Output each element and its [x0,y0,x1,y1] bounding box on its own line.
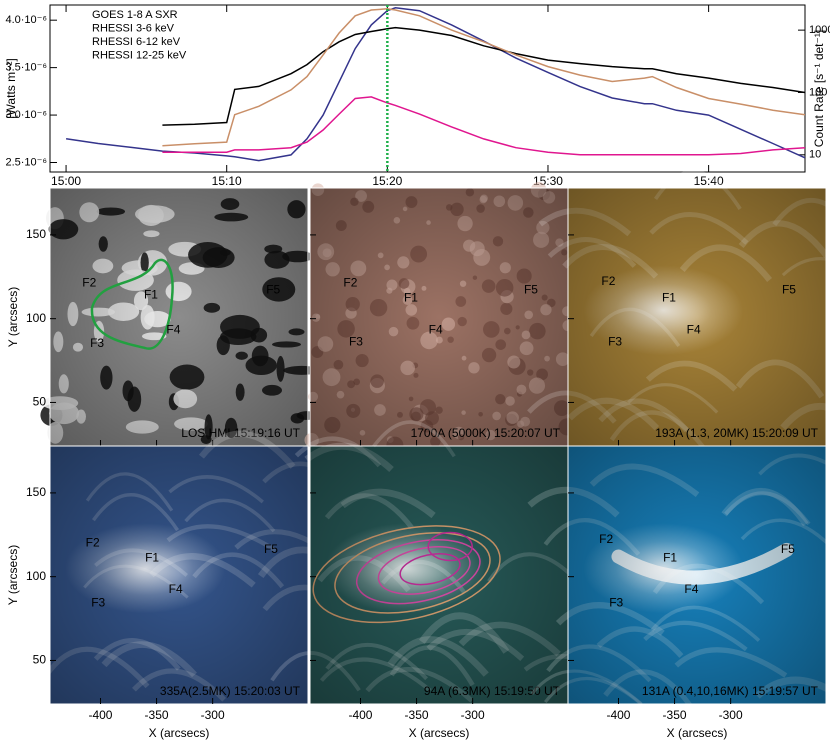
x-tick-label: -400 [606,708,630,722]
feature-label: F3 [609,596,623,610]
y2-tick-label: 1000 [809,24,830,36]
y2-tick-label: 100 [809,86,827,98]
light-curve-panel: 15:00 15:10 15:20 15:30 15:402.5·10⁻⁶3.0·10⁻… [4,4,830,188]
feature-label: F2 [343,276,357,290]
feature-label: F3 [91,596,105,610]
series-line [162,26,805,126]
legend-entry: RHESSI 3-6 keV [92,22,175,34]
x-tick-label: -400 [88,708,112,722]
y-tick-label: 150 [26,227,46,241]
feature-label: F2 [86,535,100,549]
legend-entry: GOES 1-8 A SXR [92,9,178,21]
image-panel: F2 F1 F5 F4 F3 1700A (5000K) 15:20:07 UT [304,182,576,454]
y2-axis-title: Count Rate [s⁻¹ det⁻¹] [812,30,826,147]
panel-frame [49,445,309,705]
panel-frame [567,445,827,705]
feature-label: F4 [166,323,180,337]
vignette [310,188,568,446]
feature-label: F5 [266,282,280,296]
y-tick-label: 2.5·10⁻⁶ [5,156,47,168]
panel-caption: 335A(2.5MK) 15:20:03 UT [160,684,301,698]
feature-label: F5 [781,542,795,556]
y-axis-title: Y (arcsecs) [6,287,20,347]
panel-caption: 193A (1.3, 20MK) 15:20:09 UT [655,426,818,440]
feature-label: F5 [782,282,796,296]
vignette [50,188,308,446]
y-tick-label: 50 [33,653,47,667]
feature-label: F4 [687,323,701,337]
x-axis-title: X (arcsecs) [149,726,210,740]
y-tick-label: 4.0·10⁻⁶ [5,14,47,26]
feature-label: F3 [608,334,622,348]
panel-caption: LOS HMI 15:19:16 UT [181,426,300,440]
feature-label: F1 [145,550,159,564]
feature-label: F4 [429,323,443,337]
x-tick-label: -400 [348,708,372,722]
flare-contour [90,258,174,350]
feature-label: F2 [601,274,615,288]
series-layer [65,7,805,162]
coronal-loop [372,420,456,458]
x-tick-label: -350 [405,708,429,722]
y-tick-label: 100 [26,569,46,583]
x-tick-label: -300 [719,708,743,722]
x-axis-title: X (arcsecs) [667,726,728,740]
vignette [568,446,826,704]
image-panel: F2 F1 F5 F4 F3 193A (1.3, 20MK) 15:20:09 UT [527,169,830,452]
x-tick-label: 15:40 [694,174,724,188]
vignette [50,446,308,704]
feature-label: F1 [662,291,676,305]
series-line [65,7,805,162]
legend-entry: RHESSI 6-12 keV [92,36,181,48]
x-tick-label: -300 [201,708,225,722]
x-tick-label: -300 [461,708,485,722]
y-tick-label: 3.0·10⁻⁶ [5,109,47,121]
y-axis-title: Y (arcsecs) [6,545,20,605]
feature-label: F5 [524,282,538,296]
series-line [162,8,805,147]
x-axis-title: X (arcsecs) [409,726,470,740]
panel-caption: 1700A (5000K) 15:20:07 UT [411,426,561,440]
feature-label: F5 [264,542,278,556]
series-line [162,96,805,156]
image-panel: F2 F1 F5 F4 F3 335A(2.5MK) 15:20:03 UT -400 -35… [6,430,368,740]
vignette [310,446,568,704]
y-axis-title: [Watts m⁻²] [4,58,18,119]
x-tick-label: 15:20 [372,174,402,188]
feature-label: F4 [684,582,698,596]
y-tick-label: 100 [26,311,46,325]
y2-tick-label: 10 [809,149,821,161]
x-tick-label: -350 [145,708,169,722]
panel-caption: 131A (0.4,10,16MK) 15:19:57 UT [642,684,819,698]
image-panel: 94A (6.3MK) 15:19:50 UT -400 -350 -300 X (ar… [270,420,623,740]
feature-label: F4 [169,582,183,596]
x-tick-label: 15:00 [51,174,81,188]
y-tick-label: 150 [26,485,46,499]
vignette [568,188,826,446]
feature-label: F1 [404,291,418,305]
image-panels: F2 F1 F3 F4 F5 LOS HMI 15:19:16 UT 50 100 150 Y (… [6,169,830,740]
image-panel: F2 F1 F3 F4 F5 LOS HMI 15:19:16 UT 50 100 150 Y (… [6,187,321,447]
y-tick-label: 50 [33,395,47,409]
panel-caption: 94A (6.3MK) 15:19:50 UT [424,684,561,698]
x-tick-label: 15:10 [212,174,242,188]
feature-label: F3 [90,336,104,350]
y-tick-label: 3.5·10⁻⁶ [5,62,47,74]
feature-label: F2 [599,532,613,546]
legend-entry: RHESSI 12-25 keV [92,49,187,61]
feature-label: F1 [144,287,158,301]
feature-label: F1 [663,550,677,564]
plot-frame [49,4,806,173]
image-panel: F2 F1 F5 F4 F3 131A (0.4,10,16MK) 15:19:57 UT… [527,445,830,740]
feature-label: F3 [349,334,363,348]
feature-label: F2 [82,276,96,290]
x-tick-label: -350 [663,708,687,722]
